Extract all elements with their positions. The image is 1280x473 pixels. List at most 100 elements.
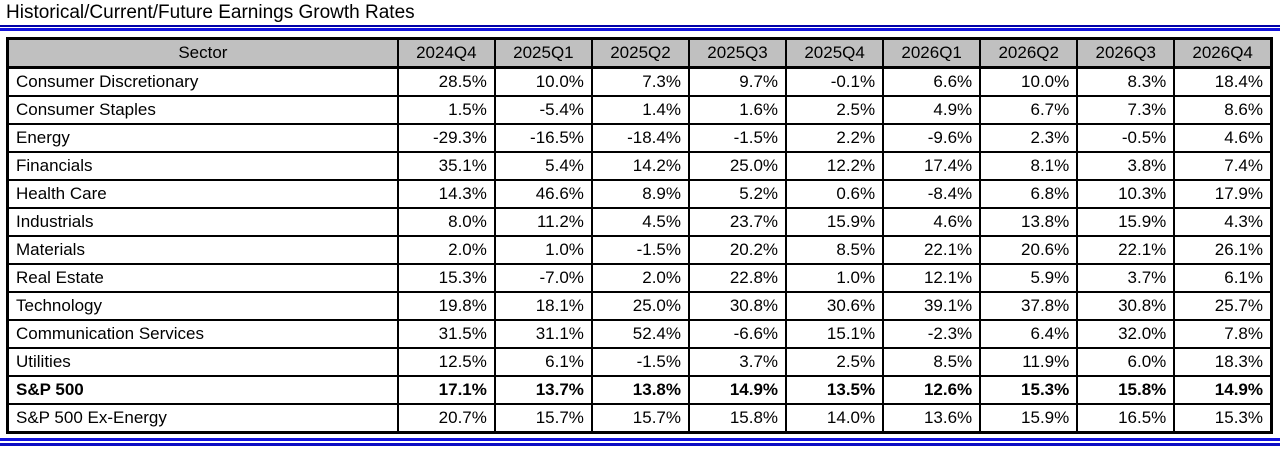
sector-cell: Industrials [6,207,399,237]
value-cell: 14.2% [590,151,690,181]
table-row: Consumer Staples 1.5% -5.4% 1.4% 1.6% 2.5% 4.9… [6,95,1273,125]
table-row: S&P 500 17.1% 13.7% 13.8% 14.9% 13.5% 12.6% 15.… [6,375,1273,405]
value-cell: 5.2% [687,179,788,209]
value-cell: 5.4% [493,151,593,181]
sector-cell: Consumer Discretionary [6,66,399,97]
value-cell: -16.5% [493,123,593,153]
value-cell: 30.8% [687,291,788,321]
value-cell: 6.1% [493,347,593,377]
value-cell: -2.3% [882,319,982,349]
value-cell: -0.5% [1076,123,1176,153]
value-cell: 28.5% [396,66,496,97]
title-underline-rule [0,25,1280,31]
value-cell: 52.4% [590,319,690,349]
sector-cell: Consumer Staples [6,95,399,125]
table-row: Industrials 8.0% 11.2% 4.5% 23.7% 15.9% 4.6% 13… [6,207,1273,237]
value-cell: 10.0% [979,66,1079,97]
column-header-quarter: 2026Q4 [1173,37,1273,69]
sector-cell: S&P 500 [6,375,399,405]
value-cell: 10.3% [1076,179,1176,209]
value-cell: 15.9% [979,403,1079,434]
value-cell: 2.3% [979,123,1079,153]
value-cell: 17.1% [396,375,496,405]
value-cell: 7.3% [590,66,690,97]
value-cell: 2.2% [785,123,885,153]
value-cell: 2.5% [785,347,885,377]
value-cell: 30.8% [1076,291,1176,321]
table-header: Sector 2024Q4 2025Q1 2025Q2 2025Q3 2025Q4 2026… [6,37,1273,69]
value-cell: -18.4% [590,123,690,153]
value-cell: 15.9% [1076,207,1176,237]
value-cell: 15.1% [785,319,885,349]
value-cell: 3.7% [1076,263,1176,293]
earnings-growth-table: Sector 2024Q4 2025Q1 2025Q2 2025Q3 2025Q4 2026… [6,37,1273,434]
value-cell: 8.0% [396,207,496,237]
value-cell: -9.6% [882,123,982,153]
value-cell: 4.3% [1173,207,1273,237]
value-cell: -1.5% [590,347,690,377]
table-row: S&P 500 Ex-Energy 20.7% 15.7% 15.7% 15.8% 14.… [6,403,1273,434]
table-row: Utilities 12.5% 6.1% -1.5% 3.7% 2.5% 8.5% 11.9%… [6,347,1273,377]
column-header-quarter: 2026Q1 [882,37,982,69]
table-body: Consumer Discretionary 28.5% 10.0% 7.3% 9.7%… [6,66,1273,434]
value-cell: 25.0% [687,151,788,181]
value-cell: 3.8% [1076,151,1176,181]
value-cell: 8.3% [1076,66,1176,97]
sector-cell: Health Care [6,179,399,209]
table-row: Communication Services 31.5% 31.1% 52.4% -6.… [6,319,1273,349]
value-cell: 15.3% [1173,403,1273,434]
value-cell: -6.6% [687,319,788,349]
page-title: Historical/Current/Future Earnings Growt… [6,2,415,23]
value-cell: 1.6% [687,95,788,125]
sector-cell: S&P 500 Ex-Energy [6,403,399,434]
column-header-quarter: 2025Q1 [493,37,593,69]
value-cell: 2.5% [785,95,885,125]
sector-cell: Communication Services [6,319,399,349]
value-cell: 25.7% [1173,291,1273,321]
value-cell: 14.9% [687,375,788,405]
value-cell: 39.1% [882,291,982,321]
value-cell: 12.6% [882,375,982,405]
value-cell: 30.6% [785,291,885,321]
sector-cell: Technology [6,291,399,321]
value-cell: 1.5% [396,95,496,125]
value-cell: 23.7% [687,207,788,237]
value-cell: 14.0% [785,403,885,434]
value-cell: 4.6% [882,207,982,237]
value-cell: 16.5% [1076,403,1176,434]
value-cell: 15.7% [590,403,690,434]
header-row: Sector 2024Q4 2025Q1 2025Q2 2025Q3 2025Q4 2026… [6,37,1273,69]
table-row: Financials 35.1% 5.4% 14.2% 25.0% 12.2% 17.4% 8… [6,151,1273,181]
value-cell: -29.3% [396,123,496,153]
value-cell: 10.0% [493,66,593,97]
value-cell: 1.4% [590,95,690,125]
value-cell: 18.3% [1173,347,1273,377]
value-cell: 31.5% [396,319,496,349]
value-cell: 1.0% [493,235,593,265]
value-cell: 6.1% [1173,263,1273,293]
value-cell: 3.7% [687,347,788,377]
value-cell: 15.7% [493,403,593,434]
value-cell: 15.8% [1076,375,1176,405]
value-cell: 6.8% [979,179,1079,209]
sector-cell: Materials [6,235,399,265]
value-cell: 12.1% [882,263,982,293]
value-cell: 20.2% [687,235,788,265]
value-cell: 0.6% [785,179,885,209]
value-cell: 14.3% [396,179,496,209]
column-header-quarter: 2026Q3 [1076,37,1176,69]
value-cell: 15.9% [785,207,885,237]
value-cell: 14.9% [1173,375,1273,405]
value-cell: 4.6% [1173,123,1273,153]
value-cell: -8.4% [882,179,982,209]
value-cell: 13.5% [785,375,885,405]
value-cell: -5.4% [493,95,593,125]
value-cell: 2.0% [396,235,496,265]
value-cell: -1.5% [590,235,690,265]
column-header-sector: Sector [6,37,399,69]
value-cell: 8.6% [1173,95,1273,125]
sector-cell: Energy [6,123,399,153]
value-cell: 8.1% [979,151,1079,181]
value-cell: -0.1% [785,66,885,97]
